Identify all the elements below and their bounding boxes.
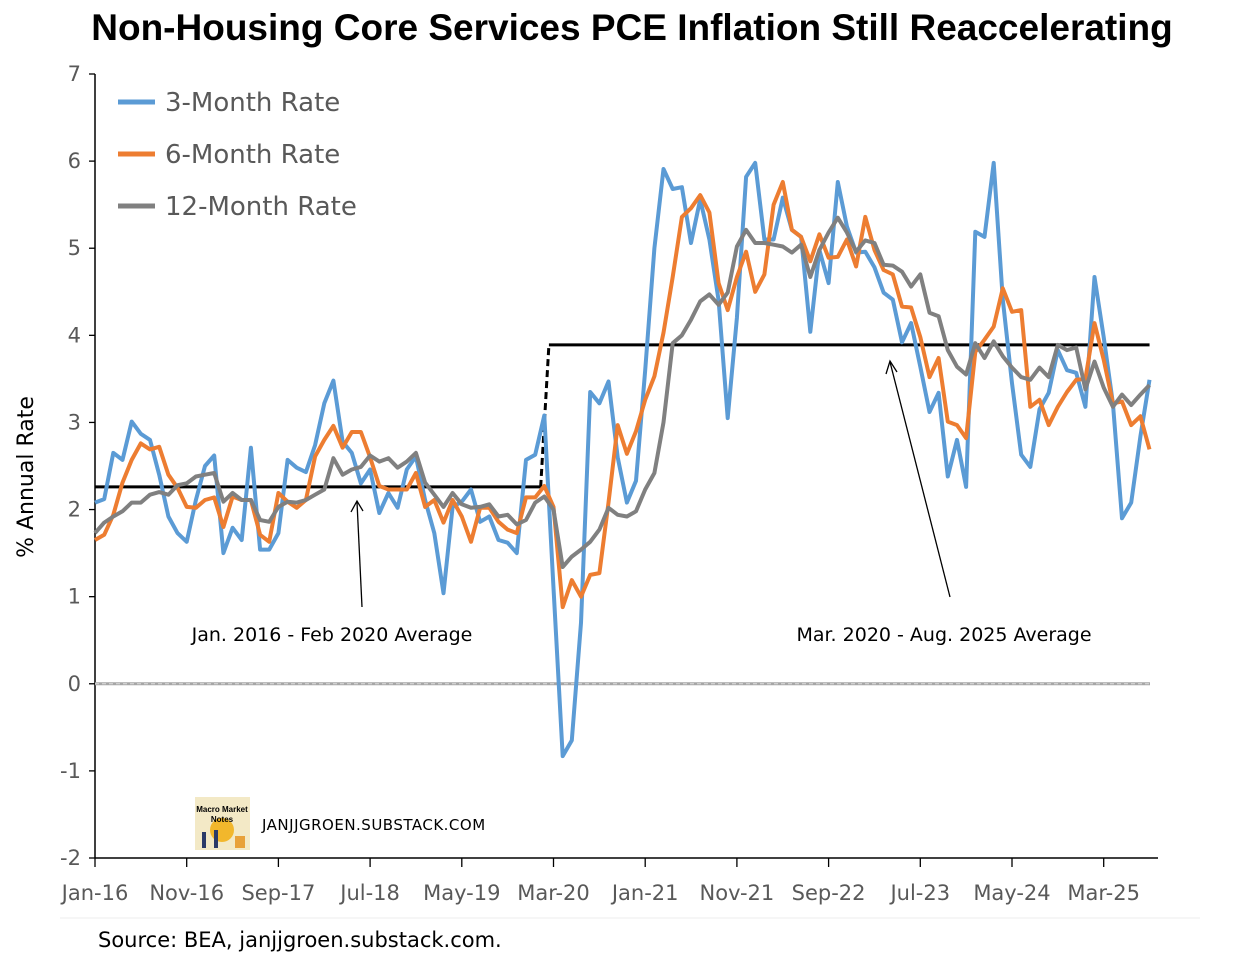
annotation-pre-arrow [356, 501, 363, 608]
x-tick-label: Nov-21 [700, 881, 775, 905]
legend-label: 3-Month Rate [165, 88, 340, 118]
brand-site: JANJJGROEN.SUBSTACK.COM [261, 816, 486, 834]
y-tick-label: 7 [68, 62, 81, 86]
x-tick-label: Mar-20 [517, 881, 590, 905]
y-axis-label: % Annual Rate [14, 396, 39, 558]
legend: 3-Month Rate 6-Month Rate 12-Month Rate [118, 88, 357, 222]
y-tick-label: -1 [60, 759, 81, 783]
x-tick-label: Jul-18 [338, 881, 400, 905]
logo-text-2: Notes [211, 815, 234, 824]
series-lines [93, 160, 1152, 759]
y-tick-label: 1 [68, 585, 81, 609]
annotation-post-arrowhead [885, 359, 898, 375]
y-tick-label: -2 [60, 846, 81, 870]
x-tick-label: Jan-21 [610, 881, 679, 905]
logo-text-1: Macro Market [196, 805, 248, 814]
y-tick-label: 2 [68, 498, 81, 522]
chart-title: Non-Housing Core Services PCE Inflation … [91, 7, 1172, 48]
x-tick-label: May-24 [973, 881, 1050, 905]
x-tick-label: Jan-16 [60, 881, 129, 905]
x-tick-label: Jul-23 [888, 881, 950, 905]
annotation-pre-arrowhead [350, 499, 364, 513]
annotation-post: Mar. 2020 - Aug. 2025 Average [796, 359, 1092, 646]
annotation-pre-label: Jan. 2016 - Feb 2020 Average [191, 624, 473, 646]
brand-logo: Macro Market Notes [195, 797, 250, 850]
y-tick-label: 0 [68, 672, 81, 696]
axes: -2 -1 0 1 2 3 4 5 6 7 Jan-16 Nov-16 Sep-17 Jul-18 May-… [60, 62, 1158, 905]
annotation-post-label: Mar. 2020 - Aug. 2025 Average [796, 624, 1091, 646]
y-tick-label: 3 [68, 410, 81, 434]
y-tick-label: 4 [68, 323, 81, 347]
x-tick-label: Sep-17 [241, 881, 315, 905]
annotation-pre: Jan. 2016 - Feb 2020 Average [191, 499, 473, 646]
series-line-6-month-rate [94, 180, 1152, 610]
annotation-post-arrow [889, 361, 951, 598]
x-tick-label: Mar-25 [1067, 881, 1140, 905]
x-tick-label: May-19 [423, 881, 500, 905]
series-line-3-month-rate [94, 160, 1152, 759]
y-tick-label: 5 [68, 236, 81, 260]
y-tick-label: 6 [68, 149, 81, 173]
x-tick-label: Nov-16 [149, 881, 224, 905]
x-tick-label: Sep-22 [792, 881, 866, 905]
legend-label: 6-Month Rate [165, 140, 340, 170]
legend-label: 12-Month Rate [165, 192, 357, 222]
source-note: Source: BEA, janjjgroen.substack.com. [98, 928, 502, 952]
series-line-12-month-rate [93, 215, 1151, 569]
